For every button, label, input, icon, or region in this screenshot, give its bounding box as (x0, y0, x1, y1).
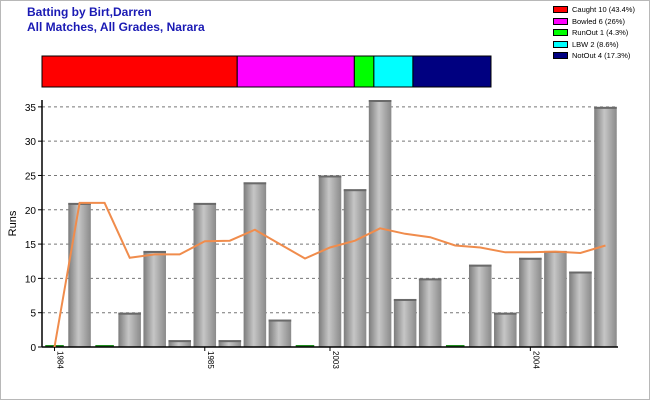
data-bar (343, 189, 367, 347)
data-bar-top (569, 271, 592, 274)
legend-item: LBW 2 (8.6%) (553, 39, 635, 51)
data-bar (268, 319, 292, 347)
y-tick-label: 20 (25, 206, 37, 217)
dismissal-segment (412, 55, 492, 88)
data-bar-top (343, 189, 367, 192)
data-bar-top (143, 250, 166, 253)
data-bar (544, 250, 567, 347)
legend-label: LBW 2 (8.6%) (572, 39, 619, 49)
data-bar (418, 278, 442, 347)
y-tick-label: 15 (25, 240, 37, 251)
x-tick-label: 1984 (56, 351, 65, 369)
legend-swatch (553, 52, 568, 60)
y-tick-label: 30 (25, 137, 37, 148)
x-tick-label: 2003 (331, 351, 340, 369)
legend-item: Caught 10 (43.4%) (553, 4, 635, 16)
legend-swatch (553, 40, 568, 48)
data-bar (118, 312, 141, 347)
data-bar-top (393, 298, 417, 301)
data-bar-top (519, 257, 542, 260)
legend-label: Bowled 6 (26%) (572, 16, 625, 26)
legend-swatch (553, 6, 568, 14)
data-bar (393, 298, 417, 347)
data-bar-top (118, 312, 141, 315)
dismissal-segment (353, 55, 375, 88)
y-tick-label: 0 (30, 343, 36, 354)
chart-subtitle: All Matches, All Grades, Narara (27, 20, 205, 34)
data-bar (494, 312, 517, 347)
data-bar-top (418, 278, 442, 281)
y-axis-label: Runs (7, 210, 19, 236)
chart-legend: Caught 10 (43.4%) Bowled 6 (26%) RunOut 1 … (553, 4, 635, 62)
data-bar-top (468, 264, 492, 267)
data-bar-top (594, 106, 617, 109)
running-average-line (53, 201, 606, 348)
legend-swatch (553, 17, 568, 25)
legend-item: Bowled 6 (26%) (553, 16, 635, 28)
y-tick-label: 5 (30, 309, 36, 320)
legend-swatch (553, 29, 568, 37)
legend-item: RunOut 1 (4.3%) (553, 27, 635, 39)
data-bar (143, 250, 166, 347)
y-tick-label: 35 (25, 103, 37, 114)
dismissal-segment (373, 55, 414, 88)
data-bar (594, 106, 617, 347)
data-bar (243, 182, 267, 347)
legend-label: Caught 10 (43.4%) (572, 5, 635, 15)
y-tick-label: 25 (25, 171, 37, 182)
data-bar-top (243, 182, 267, 185)
dismissal-segment (236, 55, 355, 88)
legend-label: RunOut 1 (4.3%) (572, 28, 629, 38)
data-bar (218, 340, 242, 347)
data-bar (168, 340, 192, 347)
data-bar-top (168, 340, 192, 343)
data-bar-top (268, 319, 292, 322)
data-bar (68, 202, 91, 347)
data-bar-top (193, 202, 217, 205)
dismissal-segment (41, 55, 238, 88)
x-tick-label: 2004 (531, 351, 540, 369)
legend-label: NotOut 4 (17.3%) (572, 51, 631, 61)
data-bar (318, 175, 342, 347)
data-bar-top (494, 312, 517, 315)
data-bar (193, 202, 217, 347)
legend-item: NotOut 4 (17.3%) (553, 50, 635, 62)
data-bar (569, 271, 592, 347)
data-bar (368, 100, 392, 347)
data-bar-top (318, 175, 342, 178)
data-bar (468, 264, 492, 347)
data-bar-top (218, 340, 242, 343)
chart-title: Batting by Birt,Darren (27, 5, 152, 19)
x-tick-label: 1985 (206, 351, 215, 369)
y-tick-label: 10 (25, 274, 37, 285)
data-bar (519, 257, 542, 347)
data-bar-top (368, 100, 392, 102)
